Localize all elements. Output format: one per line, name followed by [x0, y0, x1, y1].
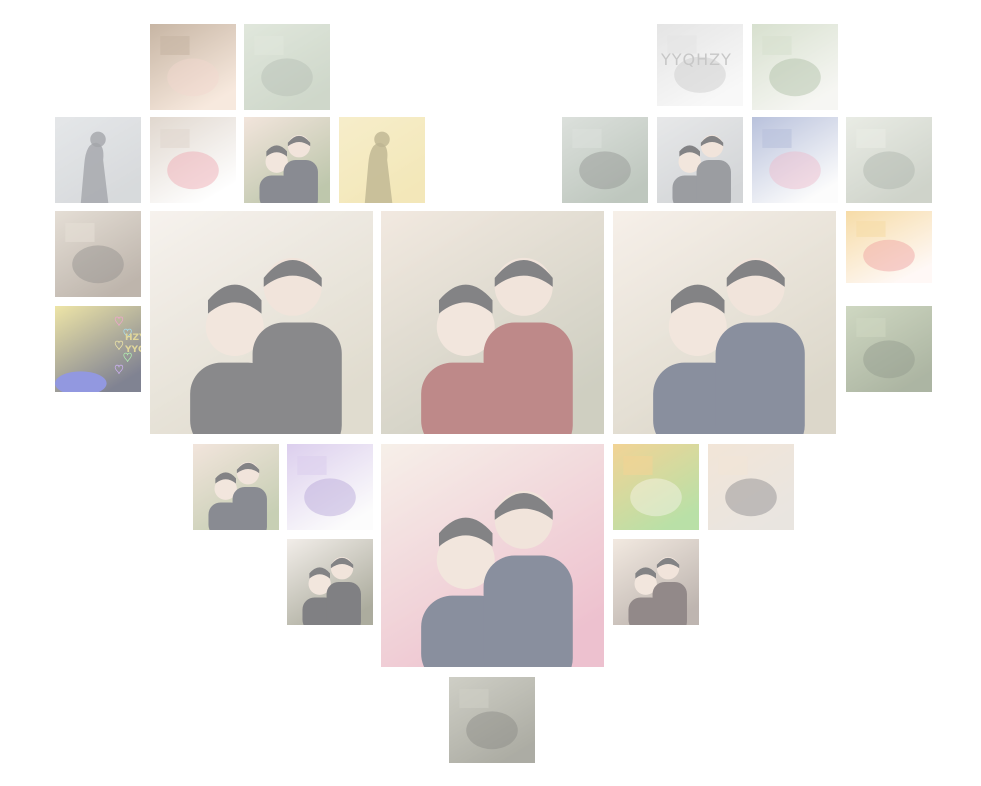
- photo-map-game-screen: [244, 24, 330, 110]
- photo-map-sign-masked-couple: [150, 211, 373, 434]
- photo-couple-azaleas-peace: [381, 444, 604, 667]
- photo-tree-stump-forest: [449, 677, 535, 763]
- photo-shadow-couple-wall: [657, 117, 743, 203]
- photo-couple-garden-small: [193, 444, 279, 530]
- photo-kiss-shadow-wall: [55, 117, 141, 203]
- photo-yyhzy-pencil-text-text: YYQHZY: [661, 50, 732, 69]
- photo-pink-tree-illustration: [150, 24, 236, 110]
- photo-yellow-wall-shadow: [339, 117, 425, 203]
- photo-boat-ride-feet: [562, 117, 648, 203]
- photo-neon-hearts-dark-text: HZY YYQ: [125, 333, 141, 355]
- photo-couple-masks-night: [287, 539, 373, 625]
- photo-room-screens: [55, 211, 141, 297]
- photo-couple-dark-jackets: [613, 539, 699, 625]
- photo-neon-hearts-dark: HZY YYQ: [55, 306, 141, 392]
- photo-purple-calligraphy: [287, 444, 373, 530]
- photo-couple-red-hoodie-selfie: [381, 211, 604, 434]
- photo-garden-hedgehog: [846, 306, 932, 392]
- photo-birthday-card: [846, 211, 932, 283]
- photo-yyhzy-pencil-text: YYQHZY: [657, 24, 743, 106]
- photo-couple-garden-selfie-small: [244, 117, 330, 203]
- photo-cartoon-cow-game: [613, 444, 699, 530]
- photo-heart-frame-portraits: [150, 117, 236, 203]
- photo-couple-navy-hoodie-trees: [613, 211, 836, 434]
- photo-green-plant-card: [752, 24, 838, 110]
- photo-holding-hands: [708, 444, 794, 530]
- photo-pixel-game-map: [846, 117, 932, 203]
- photo-pink-handwriting-note: [752, 117, 838, 203]
